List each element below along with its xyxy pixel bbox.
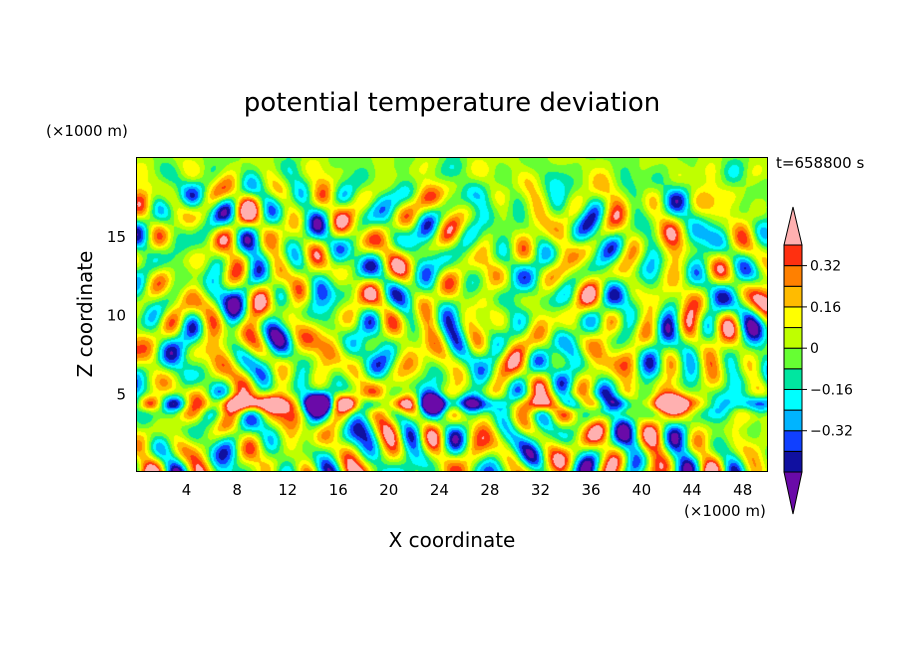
colorbar-label: −0.16 (810, 382, 853, 398)
x-axis-label: X coordinate (389, 528, 516, 552)
colorbar-swatch (783, 327, 803, 349)
x-tick-label: 40 (632, 481, 651, 499)
colorbar-label: 0.32 (810, 259, 841, 275)
plot-area (136, 157, 768, 472)
x-tick-label: 28 (480, 481, 499, 499)
colorbar-swatch (783, 430, 803, 452)
x-tick-label: 12 (278, 481, 297, 499)
colorbar-extend-low (783, 471, 803, 515)
y-axis-label: Z coordinate (73, 251, 97, 378)
z-unit-label: (×1000 m) (46, 122, 128, 140)
colorbar-label: 0 (810, 341, 819, 357)
colorbar: 0.32 0.16 0 −0.16 −0.32 (783, 206, 853, 515)
colorbar-swatch (783, 388, 803, 411)
colorbar-swatch (783, 285, 803, 308)
colorbar-swatch (783, 409, 803, 432)
x-tick-label: 4 (182, 481, 192, 499)
colorbar-label: 0.16 (810, 300, 841, 316)
x-tick-label: 8 (232, 481, 242, 499)
temperature-field (137, 158, 767, 471)
x-unit-label: (×1000 m) (684, 502, 766, 520)
y-tick-label: 5 (116, 385, 126, 403)
x-tick-label: 36 (581, 481, 600, 499)
x-tick-label: 48 (733, 481, 752, 499)
colorbar-swatch (783, 450, 803, 473)
colorbar-swatch (783, 306, 803, 329)
colorbar-swatch (783, 265, 803, 287)
x-tick-label: 16 (329, 481, 348, 499)
colorbar-swatch (783, 347, 803, 370)
time-label: t=658800 s (776, 154, 864, 172)
x-tick-label: 32 (531, 481, 550, 499)
colorbar-swatch (783, 368, 803, 390)
x-tick-label: 20 (379, 481, 398, 499)
x-tick-label: 44 (683, 481, 702, 499)
colorbar-label: −0.32 (810, 424, 853, 440)
colorbar-swatch (783, 244, 803, 267)
chart-title: potential temperature deviation (244, 88, 660, 118)
y-tick-label: 15 (107, 228, 126, 246)
y-tick-label: 10 (107, 307, 126, 325)
colorbar-extend-high (783, 206, 803, 246)
x-tick-label: 24 (430, 481, 449, 499)
